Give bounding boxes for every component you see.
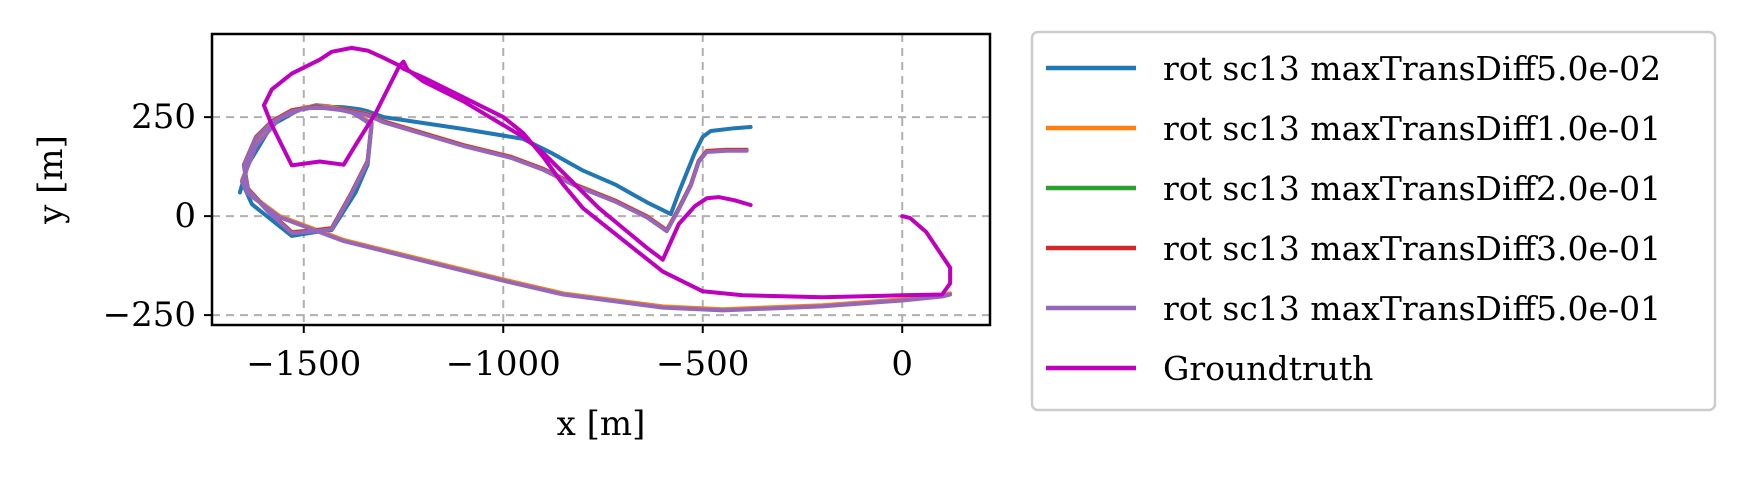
legend-box	[1030, 30, 1717, 412]
x-tick-label: −1000	[446, 344, 561, 384]
legend-label: Groundtruth	[1163, 349, 1373, 388]
y-tick-label: 0	[174, 196, 196, 236]
series-line-4	[239, 105, 953, 313]
x-tick-label: −500	[656, 344, 749, 384]
axis-ticks: −1500 −1000 −500 0 −250 0 250	[103, 97, 913, 384]
x-tick-label: −1500	[246, 344, 361, 384]
legend-label: rot sc13 maxTransDiff2.0e-01	[1163, 169, 1661, 208]
y-axis-label: y [m]	[31, 135, 71, 225]
legend-label: rot sc13 maxTransDiff1.0e-01	[1163, 109, 1661, 148]
legend: rot sc13 maxTransDiff5.0e-02 rot sc13 max…	[1030, 30, 1717, 412]
legend-label: rot sc13 maxTransDiff3.0e-01	[1163, 229, 1661, 268]
plot-frame	[210, 32, 992, 327]
legend-label: rot sc13 maxTransDiff5.0e-02	[1163, 49, 1661, 88]
x-tick-label: 0	[891, 344, 913, 384]
series-lines	[237, 45, 953, 313]
series-line-5	[261, 45, 953, 300]
legend-label: rot sc13 maxTransDiff5.0e-01	[1163, 289, 1661, 328]
y-tick-label: 250	[131, 97, 196, 137]
x-axis-label: x [m]	[557, 404, 646, 444]
y-tick-label: −250	[103, 295, 196, 335]
